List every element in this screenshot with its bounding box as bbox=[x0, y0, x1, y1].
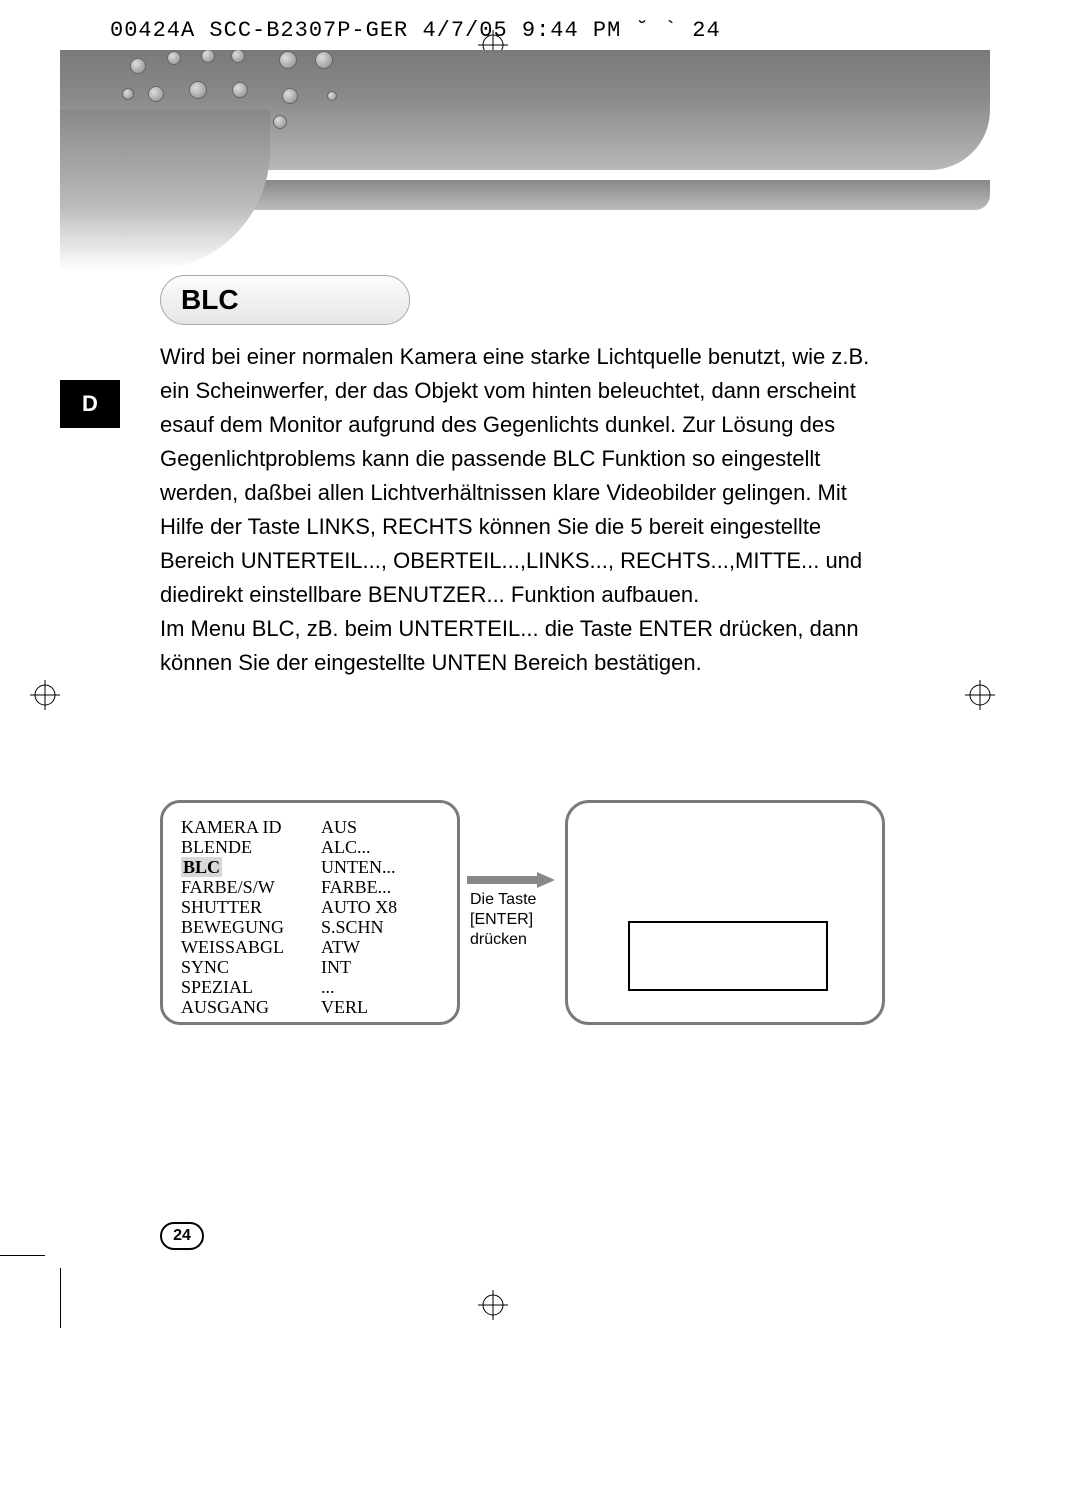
menu-label: AUSGANG bbox=[181, 997, 321, 1017]
menu-label: BLC bbox=[181, 857, 321, 877]
page-number: 24 bbox=[160, 1222, 204, 1250]
registration-mark-icon bbox=[478, 1290, 508, 1320]
menu-label: WEISSABGL bbox=[181, 937, 321, 957]
menu-label: FARBE/S/W bbox=[181, 877, 321, 897]
language-tab: D bbox=[60, 380, 120, 428]
menu-row: BLENDEALC... bbox=[181, 837, 439, 857]
menu-value: ATW bbox=[321, 937, 439, 957]
bubble-icon bbox=[232, 82, 248, 98]
section-title: BLC bbox=[181, 284, 239, 316]
arrow-caption-line: drücken bbox=[470, 930, 560, 950]
menu-value: AUTO X8 bbox=[321, 897, 439, 917]
bubble-icon bbox=[273, 115, 287, 129]
bubble-icon bbox=[231, 50, 245, 63]
menu-row: WEISSABGLATW bbox=[181, 937, 439, 957]
menu-row: SPEZIAL... bbox=[181, 977, 439, 997]
bubble-corner bbox=[60, 110, 270, 270]
print-header-text: 00424A SCC-B2307P-GER 4/7/05 9:44 PM ˘ `… bbox=[110, 18, 721, 43]
bubble-icon bbox=[189, 81, 207, 99]
menu-row: SYNCINT bbox=[181, 957, 439, 977]
menu-row: BLCUNTEN... bbox=[181, 857, 439, 877]
menu-value: VERL bbox=[321, 997, 439, 1017]
registration-mark-icon bbox=[30, 680, 60, 710]
menu-value: ... bbox=[321, 977, 439, 997]
trim-mark bbox=[0, 1255, 45, 1256]
menu-row: SHUTTERAUTO X8 bbox=[181, 897, 439, 917]
bubble-icon bbox=[201, 50, 215, 63]
bubble-icon bbox=[279, 51, 297, 69]
menu-value: FARBE... bbox=[321, 877, 439, 897]
bubble-icon bbox=[122, 88, 134, 100]
menu-value: ALC... bbox=[321, 837, 439, 857]
menu-label: SYNC bbox=[181, 957, 321, 977]
arrow-right-icon bbox=[465, 870, 555, 890]
bubble-icon bbox=[130, 58, 146, 74]
menu-label: BEWEGUNG bbox=[181, 917, 321, 937]
bubble-icon bbox=[167, 51, 181, 65]
menu-value: S.SCHN bbox=[321, 917, 439, 937]
menu-row: BEWEGUNGS.SCHN bbox=[181, 917, 439, 937]
menu-value: INT bbox=[321, 957, 439, 977]
registration-mark-icon bbox=[965, 680, 995, 710]
body-paragraph: Wird bei einer normalen Kamera eine star… bbox=[160, 340, 890, 680]
camera-menu-box: KAMERA IDAUSBLENDEALC...BLCUNTEN...FARBE… bbox=[160, 800, 460, 1025]
bubble-icon bbox=[315, 51, 333, 69]
menu-label: BLENDE bbox=[181, 837, 321, 857]
bubble-icon bbox=[327, 91, 337, 101]
blc-preview-box bbox=[565, 800, 885, 1025]
section-title-pill: BLC bbox=[160, 275, 410, 325]
menu-label: SHUTTER bbox=[181, 897, 321, 917]
bubble-icon bbox=[282, 88, 298, 104]
arrow-caption-line: Die Taste bbox=[470, 890, 560, 910]
menu-row: FARBE/S/WFARBE... bbox=[181, 877, 439, 897]
menu-value: UNTEN... bbox=[321, 857, 439, 877]
arrow-caption-line: [ENTER] bbox=[470, 910, 560, 930]
arrow-caption: Die Taste [ENTER] drücken bbox=[470, 890, 560, 950]
menu-row: KAMERA IDAUS bbox=[181, 817, 439, 837]
menu-row: AUSGANGVERL bbox=[181, 997, 439, 1017]
decorative-header bbox=[60, 50, 990, 230]
blc-zone-rect bbox=[628, 921, 828, 991]
bubble-icon bbox=[148, 86, 164, 102]
trim-mark bbox=[60, 1268, 61, 1328]
menu-label: SPEZIAL bbox=[181, 977, 321, 997]
menu-value: AUS bbox=[321, 817, 439, 837]
menu-label: KAMERA ID bbox=[181, 817, 321, 837]
